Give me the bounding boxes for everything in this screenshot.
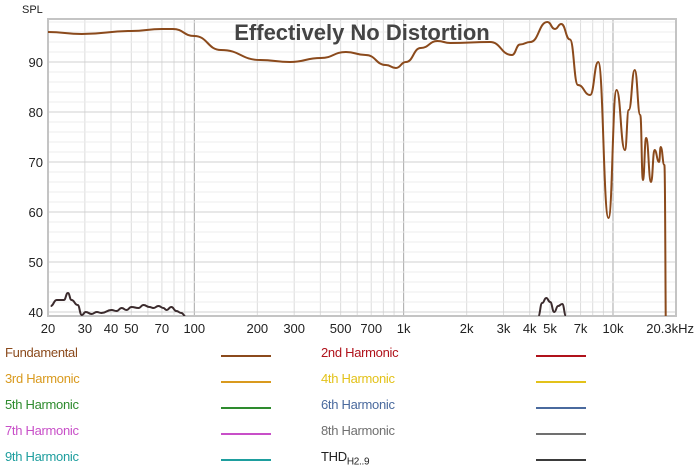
legend-swatch — [536, 381, 586, 383]
series-line-fundamental — [48, 21, 667, 316]
x-tick-label: 5k — [543, 321, 557, 336]
x-tick-label: 200 — [246, 321, 268, 336]
legend-label: 7th Harmonic — [5, 423, 79, 438]
legend-swatch — [536, 433, 586, 435]
legend-item[interactable]: 8th Harmonic — [321, 421, 591, 441]
legend-item[interactable]: 5th Harmonic — [5, 395, 275, 415]
x-tick-label: 70 — [155, 321, 169, 336]
legend-label: 9th Harmonic — [5, 449, 79, 464]
legend-label: 2nd Harmonic — [321, 345, 399, 360]
legend-swatch — [221, 407, 271, 409]
x-tick-label: 30 — [78, 321, 92, 336]
legend-item[interactable]: 3rd Harmonic — [5, 369, 275, 389]
legend-item[interactable]: Fundamental — [5, 343, 275, 363]
y-tick-label: 70 — [29, 155, 43, 170]
legend-item[interactable]: 2nd Harmonic — [321, 343, 591, 363]
legend-item[interactable]: 9th Harmonic — [5, 447, 275, 467]
legend-swatch — [536, 459, 586, 461]
y-axis-label: SPL — [22, 4, 43, 16]
x-tick-label: 7k — [574, 321, 588, 336]
x-tick-label: 10k — [603, 321, 624, 336]
x-tick-label: 300 — [283, 321, 305, 336]
legend-label: 4th Harmonic — [321, 371, 395, 386]
x-tick-label: 100 — [183, 321, 205, 336]
legend-item[interactable]: 7th Harmonic — [5, 421, 275, 441]
legend-swatch — [221, 381, 271, 383]
y-tick-label: 40 — [29, 305, 43, 320]
distortion-chart: 40 50 60 70 80 90 SPL 20 30 40 50 70 100 200 300 500 700… — [22, 4, 694, 336]
x-axis-end-label: 20.3kHz — [646, 321, 694, 336]
series-line-thd-h2-9 — [537, 297, 568, 316]
x-tick-label: 2k — [460, 321, 474, 336]
chart-title: Effectively No Distortion — [234, 20, 489, 45]
y-tick-label: 90 — [29, 55, 43, 70]
legend-label: 5th Harmonic — [5, 397, 79, 412]
x-tick-label: 500 — [330, 321, 352, 336]
legend-item[interactable]: 4th Harmonic — [321, 369, 591, 389]
x-tick-label: 1k — [397, 321, 411, 336]
legend-label: 3rd Harmonic — [5, 371, 80, 386]
legend-item[interactable]: THDH2..9 — [321, 447, 591, 468]
plot-frame — [47, 18, 677, 317]
legend-swatch — [221, 355, 271, 357]
x-tick-label: 700 — [360, 321, 382, 336]
x-tick-label: 40 — [104, 321, 118, 336]
series-group — [48, 21, 667, 316]
x-tick-label: 20 — [41, 321, 55, 336]
series-line-thd-h2-9 — [50, 292, 186, 316]
y-tick-label: 50 — [29, 255, 43, 270]
legend-label: THDH2..9 — [321, 449, 370, 468]
x-tick-label: 4k — [523, 321, 537, 336]
x-tick-label: 3k — [497, 321, 511, 336]
x-tick-label: 50 — [124, 321, 138, 336]
legend-label: 8th Harmonic — [321, 423, 395, 438]
legend-swatch — [221, 433, 271, 435]
legend-label: 6th Harmonic — [321, 397, 395, 412]
legend-swatch — [536, 355, 586, 357]
legend-label: Fundamental — [5, 345, 78, 360]
legend-item[interactable]: 6th Harmonic — [321, 395, 591, 415]
legend-swatch — [221, 459, 271, 461]
legend-swatch — [536, 407, 586, 409]
y-tick-label: 80 — [29, 105, 43, 120]
y-tick-label: 60 — [29, 205, 43, 220]
